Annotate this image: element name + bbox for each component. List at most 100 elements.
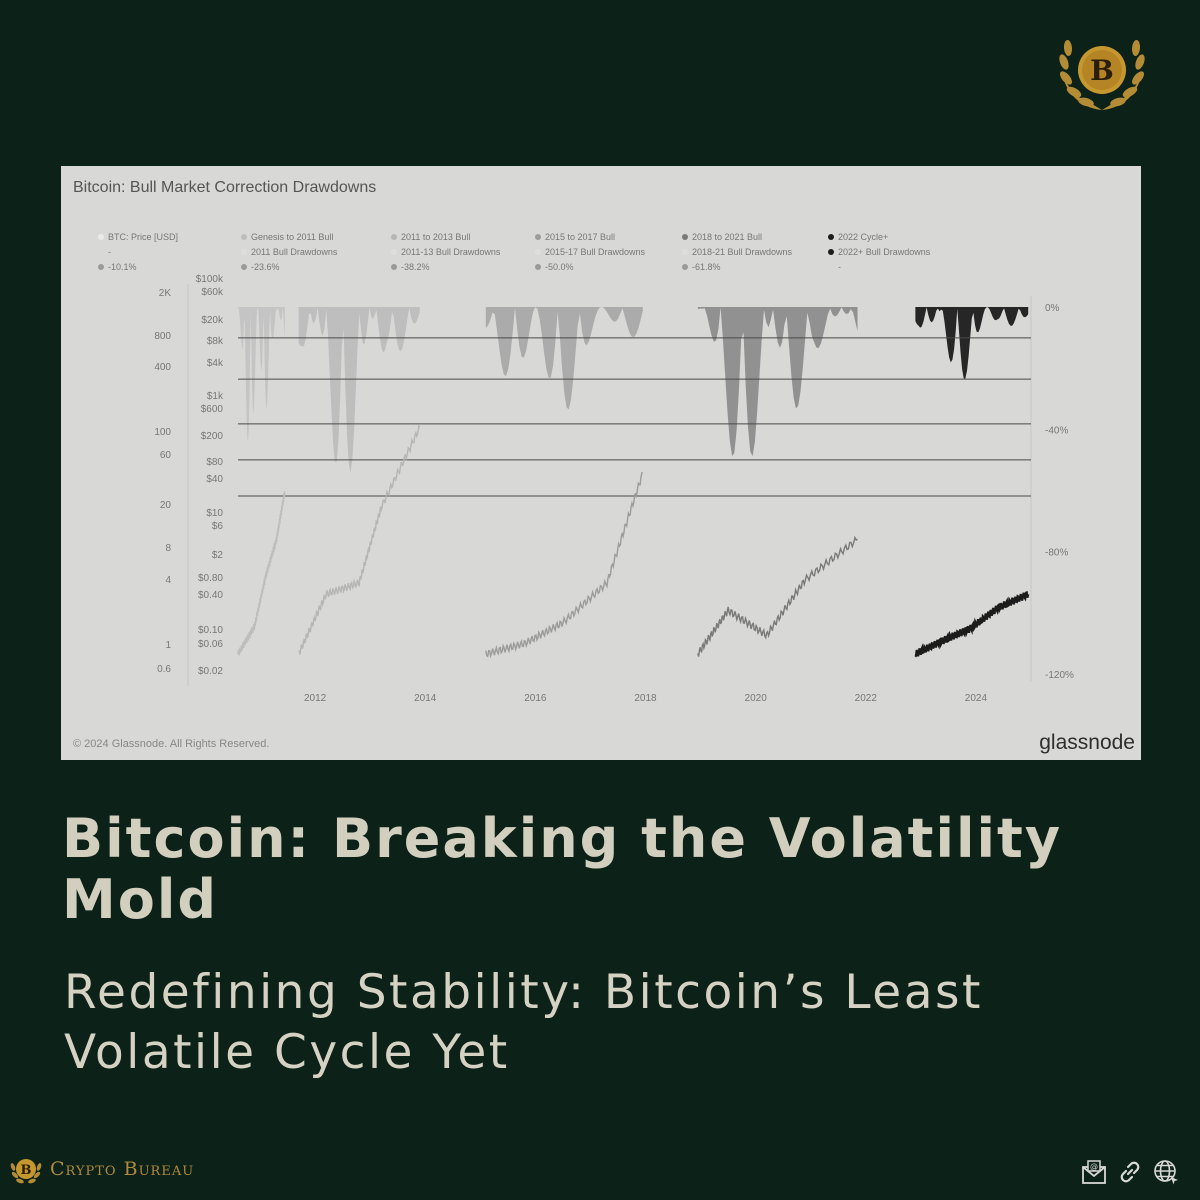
globe-icon[interactable] — [1152, 1158, 1180, 1186]
svg-text:@: @ — [1090, 1162, 1098, 1171]
legend-label: 2015 to 2017 Bull — [545, 232, 615, 242]
legend-label: -23.6% — [251, 262, 280, 272]
legend-label: 2022+ Bull Drawdowns — [838, 247, 931, 257]
y-left-outer-tick: 0.6 — [157, 664, 171, 675]
drawdown-chart: Bitcoin: Bull Market Correction Drawdown… — [73, 179, 1135, 754]
y-left-outer-tick: 400 — [154, 362, 171, 373]
price-line — [914, 590, 1030, 658]
legend-label: 2015-17 Bull Drawdowns — [545, 247, 646, 257]
legend-marker — [241, 249, 247, 255]
y-right-tick: -120% — [1045, 670, 1074, 681]
y-left-inner-tick: $10 — [206, 508, 223, 519]
legend-label: -50.0% — [545, 262, 574, 272]
y-left-outer-tick: 100 — [154, 427, 171, 438]
legend-label: - — [108, 247, 111, 257]
drawdown-area — [915, 307, 1029, 379]
y-left-inner-tick: $0.40 — [198, 590, 223, 601]
brand-footer: B Crypto Bureau — [6, 1146, 194, 1192]
legend-label: -10.1% — [108, 262, 137, 272]
price-line — [237, 491, 286, 656]
legend-marker — [98, 234, 104, 240]
y-left-inner-tick: $40 — [206, 474, 223, 485]
legend-marker — [391, 234, 397, 240]
legend-label: 2011-13 Bull Drawdowns — [401, 247, 501, 257]
x-tick-label: 2012 — [304, 693, 327, 704]
legend-label: 2022 Cycle+ — [838, 232, 888, 242]
legend-marker — [98, 264, 104, 270]
copyright-label: © 2024 Glassnode. All Rights Reserved. — [73, 738, 269, 750]
legend-marker — [682, 264, 688, 270]
y-left-inner-tick: $100k — [196, 274, 224, 285]
legend-label: 2011 Bull Drawdowns — [251, 247, 338, 257]
legend-marker — [391, 264, 397, 270]
y-right-tick: -80% — [1045, 548, 1068, 559]
svg-text:B: B — [21, 1163, 32, 1178]
chart-legend: BTC: Price [USD] - -10.1% Genesis to 2011 B… — [98, 232, 931, 272]
y-left-inner-tick: $60k — [201, 287, 224, 298]
y-left-outer-tick: 4 — [165, 575, 171, 586]
chart-axes: 2012 2014 2016 2018 2020 2022 20242K8004001006… — [154, 274, 1074, 704]
drawdown-area — [697, 307, 858, 457]
headline: Bitcoin: Breaking the Volatility Mold — [62, 807, 1063, 931]
legend-label: Genesis to 2011 Bull — [251, 232, 333, 242]
legend-marker — [682, 234, 688, 240]
chart-panel: Bitcoin: Bull Market Correction Drawdown… — [61, 166, 1141, 760]
x-tick-label: 2022 — [855, 693, 878, 704]
legend-marker — [535, 249, 541, 255]
legend-marker — [391, 249, 397, 255]
y-left-outer-tick: 60 — [160, 450, 172, 461]
price-line — [298, 424, 421, 655]
y-left-outer-tick: 2K — [159, 288, 172, 299]
legend-marker — [828, 249, 834, 255]
glassnode-watermark: glassnode — [1039, 731, 1135, 754]
y-left-outer-tick: 8 — [165, 543, 171, 554]
legend-label: 2011 to 2013 Bull — [401, 232, 470, 242]
subheadline: Redefining Stability: Bitcoin’s Least Vo… — [64, 965, 983, 1080]
brand-mark-icon: B — [10, 1159, 42, 1184]
y-left-outer-tick: 20 — [160, 500, 172, 511]
legend-marker — [535, 264, 541, 270]
y-left-inner-tick: $2 — [212, 550, 224, 561]
chart-title: Bitcoin: Bull Market Correction Drawdown… — [73, 179, 376, 196]
svg-text:B: B — [1090, 54, 1114, 87]
y-left-inner-tick: $0.06 — [198, 639, 223, 650]
legend-label: -61.8% — [692, 262, 721, 272]
price-line — [697, 535, 858, 657]
x-tick-label: 2018 — [634, 693, 657, 704]
email-icon[interactable]: @ — [1080, 1158, 1108, 1186]
legend-marker — [241, 234, 247, 240]
y-right-tick: -40% — [1045, 425, 1068, 436]
legend-marker — [682, 249, 688, 255]
y-left-outer-tick: 800 — [154, 331, 171, 342]
brand-logo-icon: B — [1059, 40, 1145, 110]
x-tick-label: 2016 — [524, 693, 547, 704]
contact-icons: @ — [1080, 1158, 1180, 1186]
y-left-inner-tick: $4k — [207, 358, 224, 369]
drawdown-area — [298, 307, 420, 473]
legend-label: - — [838, 262, 841, 272]
y-left-inner-tick: $0.02 — [198, 666, 223, 677]
y-right-tick: 0% — [1045, 303, 1060, 314]
legend-label: -38.2% — [401, 262, 430, 272]
y-left-inner-tick: $0.80 — [198, 573, 223, 584]
legend-label: 2018-21 Bull Drawdowns — [692, 247, 793, 257]
legend-marker — [828, 234, 834, 240]
y-left-inner-tick: $200 — [201, 431, 224, 442]
link-icon[interactable] — [1116, 1158, 1144, 1186]
y-left-outer-tick: 1 — [165, 640, 171, 651]
x-tick-label: 2020 — [745, 693, 768, 704]
y-left-inner-tick: $1k — [207, 391, 224, 402]
legend-marker — [241, 264, 247, 270]
y-left-inner-tick: $0.10 — [198, 625, 223, 636]
legend-label: 2018 to 2021 Bull — [692, 232, 762, 242]
x-tick-label: 2014 — [414, 693, 437, 704]
y-left-inner-tick: $8k — [207, 336, 224, 347]
legend-marker — [535, 234, 541, 240]
drawdown-area — [485, 307, 643, 410]
price-line — [485, 471, 644, 659]
y-left-inner-tick: $600 — [201, 404, 224, 415]
brand-name: Crypto Bureau — [50, 1158, 195, 1180]
legend-label: BTC: Price [USD] — [108, 232, 178, 242]
y-left-inner-tick: $6 — [212, 521, 224, 532]
x-tick-label: 2024 — [965, 693, 988, 704]
